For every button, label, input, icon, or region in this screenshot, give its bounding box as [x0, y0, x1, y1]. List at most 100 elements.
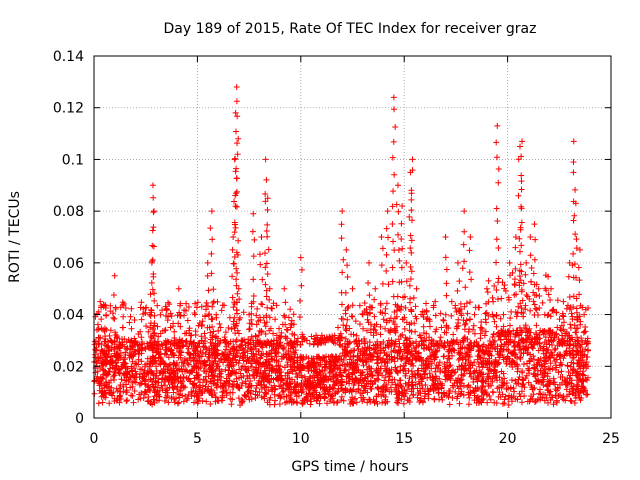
- data-point: [392, 124, 399, 131]
- data-point: [230, 304, 237, 311]
- data-point: [298, 380, 305, 387]
- data-point: [420, 362, 427, 369]
- data-point: [458, 388, 465, 395]
- data-point: [171, 360, 178, 367]
- data-point: [383, 352, 390, 359]
- data-point: [454, 366, 461, 373]
- data-point: [539, 299, 546, 306]
- data-point: [540, 345, 547, 352]
- data-point: [545, 291, 552, 298]
- data-point: [168, 373, 175, 380]
- data-point: [398, 220, 405, 227]
- data-point: [149, 370, 156, 377]
- data-point: [350, 331, 357, 338]
- data-point: [498, 295, 505, 302]
- data-point: [516, 324, 523, 331]
- data-point: [524, 332, 531, 339]
- data-point: [223, 343, 230, 350]
- data-point: [152, 378, 159, 385]
- data-point: [270, 337, 277, 344]
- data-point: [306, 362, 313, 369]
- data-point: [408, 388, 415, 395]
- data-point: [192, 352, 199, 359]
- data-point: [414, 394, 421, 401]
- data-point: [453, 325, 460, 332]
- data-point: [475, 348, 482, 355]
- data-point: [265, 358, 272, 365]
- data-point: [180, 362, 187, 369]
- data-point: [466, 370, 473, 377]
- data-point: [135, 396, 142, 403]
- data-point: [584, 347, 591, 354]
- data-point: [269, 386, 276, 393]
- data-point: [128, 305, 135, 312]
- data-point: [554, 397, 561, 404]
- data-point: [408, 237, 415, 244]
- data-point: [388, 366, 395, 373]
- data-point: [310, 363, 317, 370]
- data-point: [150, 326, 157, 333]
- data-point: [102, 368, 109, 375]
- data-point: [159, 342, 166, 349]
- data-point: [447, 362, 454, 369]
- data-point: [232, 369, 239, 376]
- x-tick-label: 0: [90, 431, 99, 447]
- data-point: [111, 398, 118, 405]
- data-point: [567, 397, 574, 404]
- data-point: [462, 320, 469, 327]
- data-point: [436, 359, 443, 366]
- data-point: [217, 324, 224, 331]
- data-point: [196, 386, 203, 393]
- data-point: [390, 188, 397, 195]
- data-point: [303, 381, 310, 388]
- data-point: [234, 381, 241, 388]
- data-point: [432, 328, 439, 335]
- data-point: [355, 337, 362, 344]
- data-point: [202, 383, 209, 390]
- data-point: [385, 281, 392, 288]
- data-point: [288, 356, 295, 363]
- data-point: [462, 350, 469, 357]
- data-point: [530, 298, 537, 305]
- data-point: [297, 254, 304, 261]
- data-point: [534, 335, 541, 342]
- data-point: [322, 376, 329, 383]
- data-point: [396, 257, 403, 264]
- data-point: [177, 323, 184, 330]
- data-point: [352, 318, 359, 325]
- data-point: [471, 359, 478, 366]
- data-point: [215, 363, 222, 370]
- data-point: [150, 347, 157, 354]
- data-point: [398, 303, 405, 310]
- data-point: [292, 347, 299, 354]
- data-point: [126, 319, 133, 326]
- data-point: [167, 324, 174, 331]
- data-point: [344, 316, 351, 323]
- data-point: [270, 376, 277, 383]
- data-point: [170, 389, 177, 396]
- data-point: [513, 380, 520, 387]
- data-point: [126, 376, 133, 383]
- data-point: [412, 374, 419, 381]
- data-point: [471, 311, 478, 318]
- data-point: [573, 245, 580, 252]
- data-point: [151, 290, 158, 297]
- data-point: [222, 387, 229, 394]
- data-point: [458, 312, 465, 319]
- data-point: [391, 171, 398, 178]
- data-point: [533, 292, 540, 299]
- data-point: [176, 336, 183, 343]
- data-point: [204, 324, 211, 331]
- data-point: [582, 346, 589, 353]
- data-point: [212, 398, 219, 405]
- data-point: [229, 345, 236, 352]
- data-point: [464, 310, 471, 317]
- data-point: [332, 358, 339, 365]
- data-point: [191, 392, 198, 399]
- data-point: [247, 389, 254, 396]
- data-point: [123, 398, 130, 405]
- data-point: [185, 391, 192, 398]
- data-point: [316, 368, 323, 375]
- data-point: [117, 304, 124, 311]
